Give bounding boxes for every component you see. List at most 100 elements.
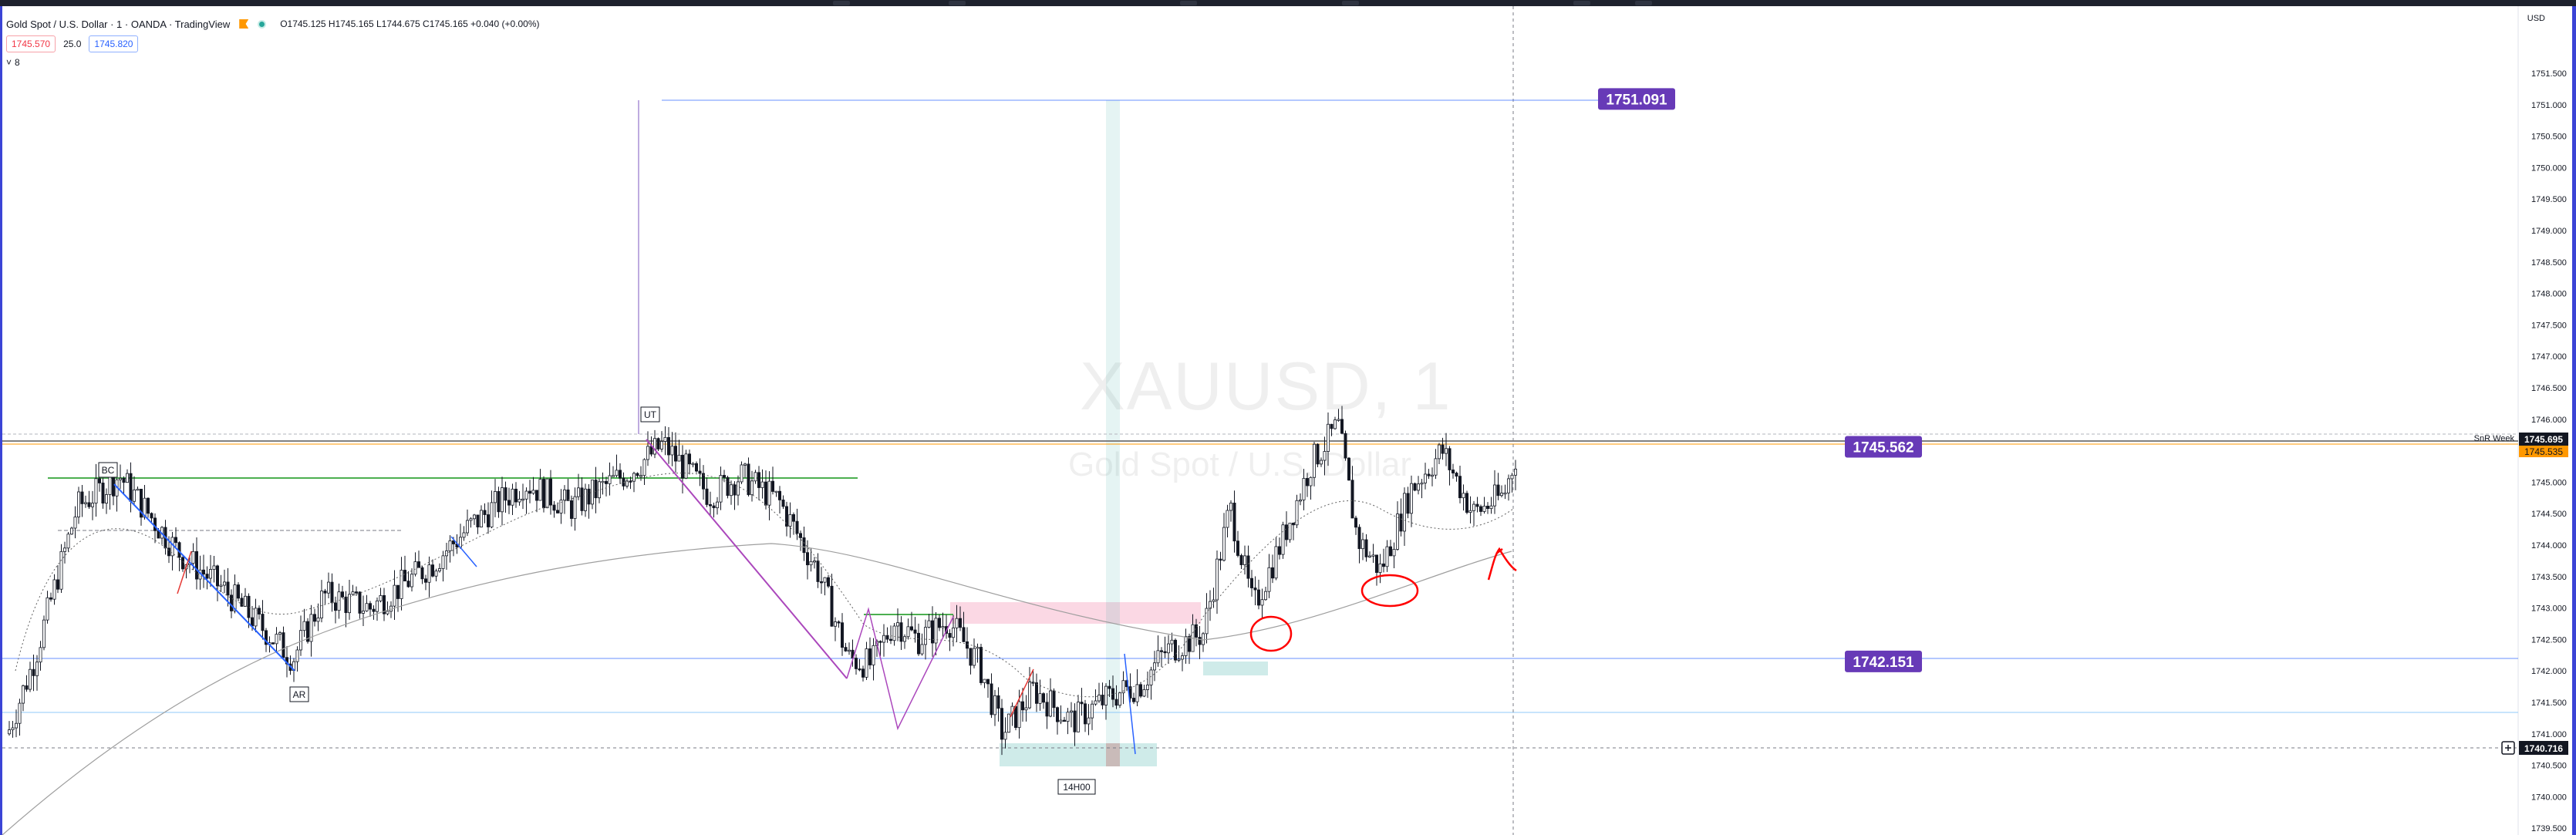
candle-body bbox=[229, 594, 233, 611]
trendline-blue bbox=[113, 483, 295, 672]
candle-body bbox=[1014, 705, 1018, 729]
candle-body bbox=[733, 484, 737, 496]
candle-body bbox=[809, 561, 813, 566]
candle-body bbox=[208, 569, 212, 579]
buy-price-button[interactable]: 1745.820 bbox=[89, 35, 139, 52]
annotation-box[interactable] bbox=[98, 462, 118, 478]
annotation-box[interactable] bbox=[1057, 779, 1096, 795]
candle-body bbox=[351, 591, 355, 595]
candle-body bbox=[312, 614, 316, 622]
candle-body bbox=[1278, 546, 1282, 555]
candle-body bbox=[473, 514, 477, 520]
candle-body bbox=[781, 500, 785, 507]
candle-body bbox=[1392, 549, 1396, 557]
candle-body bbox=[1468, 510, 1472, 513]
candle-body bbox=[573, 496, 577, 519]
candle-body bbox=[1475, 503, 1479, 507]
candle-body bbox=[46, 597, 49, 621]
candle-body bbox=[848, 649, 851, 652]
swing-lines-blue bbox=[450, 536, 1136, 755]
candle-body bbox=[98, 478, 102, 483]
price-axis-tick: 1739.500 bbox=[2531, 824, 2567, 833]
candle-body bbox=[771, 480, 775, 492]
candle-body bbox=[1424, 473, 1428, 483]
toolbar-button[interactable] bbox=[1573, 1, 1590, 5]
candle-body bbox=[663, 436, 667, 442]
candle-body bbox=[1253, 588, 1257, 591]
candle-body bbox=[1118, 692, 1122, 706]
price-level-badge[interactable] bbox=[1845, 436, 1922, 458]
toolbar-button[interactable] bbox=[833, 1, 850, 5]
candle-body bbox=[1354, 517, 1358, 528]
candle-body bbox=[480, 510, 484, 527]
candle-body bbox=[903, 636, 907, 642]
candle-body bbox=[695, 463, 699, 472]
annotation-box[interactable] bbox=[640, 406, 660, 423]
price-axis-tick: 1747.500 bbox=[2531, 321, 2567, 330]
candle-body bbox=[1209, 601, 1212, 609]
annotation-box[interactable] bbox=[289, 686, 309, 702]
chevron-down-icon[interactable]: ˅ bbox=[6, 57, 12, 68]
symbol-title[interactable]: Gold Spot / U.S. Dollar · 1 · OANDA · Tr… bbox=[6, 18, 231, 30]
candle-body bbox=[1226, 510, 1229, 528]
candle-body bbox=[973, 648, 976, 666]
sell-price-button[interactable]: 1745.570 bbox=[6, 35, 56, 52]
candle-body bbox=[785, 506, 789, 527]
price-axis-tick: 1751.000 bbox=[2531, 101, 2567, 110]
candle-body bbox=[1260, 599, 1264, 606]
candle-body bbox=[594, 480, 598, 499]
candle-body bbox=[1462, 493, 1465, 499]
price-level-badge[interactable] bbox=[1845, 650, 1922, 672]
currency-label[interactable]: USD bbox=[2527, 14, 2545, 23]
candle-body bbox=[813, 561, 817, 563]
candle-body bbox=[1271, 567, 1275, 579]
candle-body bbox=[275, 634, 278, 645]
candle-body bbox=[39, 647, 42, 663]
flag-icon[interactable] bbox=[239, 19, 249, 29]
toolbar-button[interactable] bbox=[949, 1, 966, 5]
candle-body bbox=[552, 504, 556, 511]
candle-body bbox=[959, 618, 963, 628]
indicators-toggle[interactable]: ˅ 8 bbox=[6, 57, 20, 68]
candle-body bbox=[1091, 703, 1094, 719]
candle-body bbox=[56, 579, 60, 590]
swing-lines-red bbox=[177, 550, 1034, 718]
candle-body bbox=[1222, 527, 1226, 561]
candle-body bbox=[584, 488, 588, 511]
candle-body bbox=[1452, 470, 1455, 473]
annotation-label: UT bbox=[644, 409, 657, 420]
candle-body bbox=[979, 647, 983, 683]
candle-body bbox=[1216, 558, 1219, 601]
annotation-label: AR bbox=[293, 689, 306, 700]
candle-body bbox=[305, 621, 309, 642]
toolbar-button[interactable] bbox=[1342, 1, 1359, 5]
candle-body bbox=[427, 564, 431, 583]
candle-body bbox=[1181, 655, 1185, 660]
candle-body bbox=[524, 490, 528, 500]
candle-body bbox=[77, 491, 81, 517]
toolbar-button[interactable] bbox=[1180, 1, 1197, 5]
candle-body bbox=[66, 534, 70, 549]
candle-body bbox=[861, 668, 865, 678]
spread-value: 25.0 bbox=[63, 39, 82, 49]
candle-body bbox=[1163, 651, 1167, 654]
snr-week-label: SnR Week bbox=[2474, 434, 2515, 443]
candle-body bbox=[1121, 680, 1125, 694]
candle-body bbox=[35, 662, 39, 676]
candle-body bbox=[587, 488, 591, 505]
candle-body bbox=[528, 490, 532, 494]
candle-body bbox=[1114, 699, 1118, 706]
price-level-badge[interactable] bbox=[1598, 88, 1675, 110]
candle-body bbox=[820, 581, 824, 584]
toolbar-button[interactable] bbox=[1635, 1, 1652, 5]
candle-body bbox=[816, 561, 820, 582]
ohlc-values: O1745.125 H1745.165 L1744.675 C1745.165 … bbox=[280, 19, 540, 29]
candle-body bbox=[1219, 558, 1222, 561]
candle-body bbox=[830, 585, 834, 627]
candle-body bbox=[1486, 505, 1490, 510]
candle-body bbox=[743, 463, 747, 466]
candle-body bbox=[868, 648, 872, 665]
candle-body bbox=[834, 621, 838, 627]
candle-body bbox=[358, 591, 362, 614]
